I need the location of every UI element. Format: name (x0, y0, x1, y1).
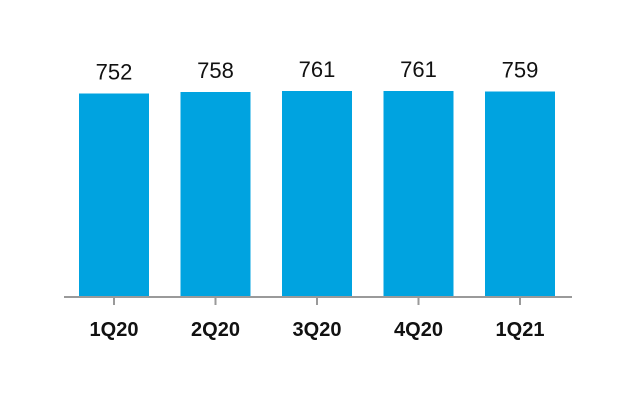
x-axis-ticks (113, 297, 521, 305)
bar-4q20 (383, 91, 454, 297)
x-tick-label-1q21: 1Q21 (496, 319, 545, 341)
value-label-1q20: 752 (96, 59, 133, 84)
value-label-3q20: 761 (299, 57, 336, 82)
value-label-1q21: 759 (502, 58, 539, 83)
value-label-2q20: 758 (197, 58, 234, 83)
x-tick-label-3q20: 3Q20 (293, 319, 342, 341)
x-tick-label-2q20: 2Q20 (191, 319, 240, 341)
x-tick-label-4q20: 4Q20 (394, 319, 443, 341)
bar-1q21 (485, 91, 555, 297)
x-axis-tick-labels: 1Q20 2Q20 3Q20 4Q20 1Q21 (90, 319, 545, 341)
bar-2q20 (180, 91, 251, 297)
value-label-4q20: 761 (400, 57, 437, 82)
value-labels-layer: 752 758 761 761 759 (96, 57, 539, 84)
bars-layer (79, 91, 555, 298)
bar-3q20 (282, 91, 352, 297)
bar-1q20 (79, 93, 149, 298)
x-tick-label-1q20: 1Q20 (90, 319, 139, 341)
